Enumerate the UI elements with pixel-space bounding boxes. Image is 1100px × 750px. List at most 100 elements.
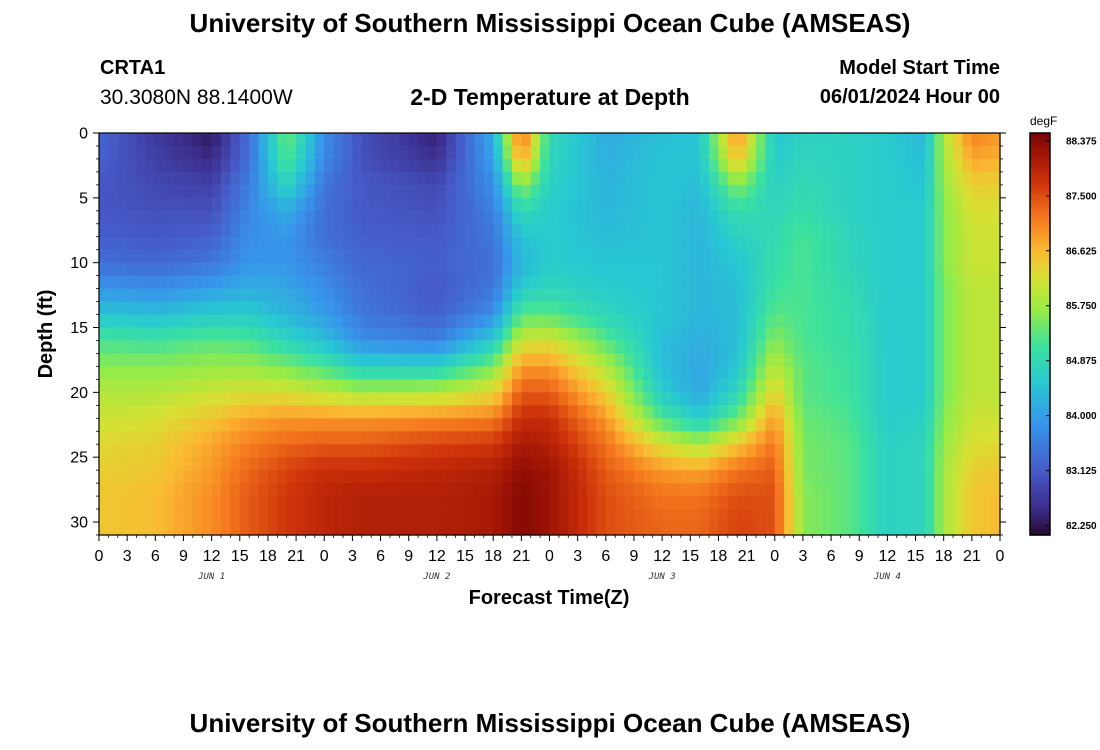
- heatmap-cell: [155, 366, 166, 380]
- heatmap-cell: [277, 392, 288, 406]
- heatmap-cell: [277, 197, 288, 212]
- heatmap-cell: [587, 340, 598, 355]
- heatmap-cell: [596, 366, 607, 380]
- heatmap-cell: [699, 379, 710, 393]
- heatmap-cell: [296, 379, 307, 393]
- heatmap-cell: [746, 496, 757, 510]
- heatmap-cell: [793, 145, 804, 160]
- heatmap-cell: [971, 249, 982, 264]
- heatmap-cell: [727, 405, 738, 419]
- heatmap-cell: [831, 366, 842, 380]
- heatmap-cell: [108, 145, 119, 160]
- heatmap-cell: [99, 262, 109, 277]
- heatmap-cell: [136, 392, 147, 406]
- heatmap-cell: [530, 522, 541, 536]
- heatmap-cell: [812, 197, 823, 212]
- heatmap-cell: [746, 197, 757, 212]
- heatmap-cell: [380, 340, 391, 355]
- heatmap-cell: [127, 509, 138, 523]
- colorbar-segment: [1030, 253, 1050, 258]
- heatmap-cell: [127, 327, 138, 342]
- heatmap-cell: [605, 366, 616, 380]
- heatmap-cell: [540, 405, 551, 419]
- heatmap-cell: [483, 288, 494, 303]
- heatmap-cell: [164, 314, 175, 329]
- heatmap-cell: [174, 145, 185, 160]
- heatmap-cell: [971, 392, 982, 406]
- heatmap-cell: [314, 171, 325, 186]
- heatmap-cell: [859, 145, 870, 160]
- heatmap-cell: [511, 145, 522, 160]
- heatmap-cell: [455, 444, 466, 458]
- heatmap-cell: [896, 470, 907, 484]
- heatmap-cell: [802, 314, 813, 329]
- heatmap-cell: [145, 509, 156, 523]
- heatmap-cell: [831, 158, 842, 173]
- heatmap-cell: [371, 353, 382, 368]
- heatmap-cell: [849, 275, 860, 290]
- heatmap-cell: [399, 314, 410, 329]
- heatmap-cell: [446, 133, 457, 147]
- heatmap-cell: [511, 275, 522, 290]
- station-id: CRTA1: [100, 57, 166, 79]
- heatmap-cell: [455, 392, 466, 406]
- heatmap-cell: [192, 496, 203, 510]
- heatmap-cell: [821, 483, 832, 497]
- heatmap-cell: [333, 444, 344, 458]
- heatmap-cell: [455, 379, 466, 393]
- heatmap-cell: [511, 431, 522, 445]
- heatmap-cell: [258, 496, 269, 510]
- heatmap-cell: [436, 483, 447, 497]
- heatmap-cell: [943, 444, 954, 458]
- heatmap-cell: [953, 197, 964, 212]
- heatmap-cell: [577, 522, 588, 536]
- heatmap-cell: [174, 236, 185, 251]
- heatmap-cell: [427, 262, 438, 277]
- heatmap-cell: [737, 184, 748, 199]
- heatmap-cell: [145, 197, 156, 212]
- heatmap-cell: [896, 301, 907, 316]
- heatmap-cell: [127, 197, 138, 212]
- heatmap-cell: [906, 314, 917, 329]
- heatmap-cell: [502, 431, 513, 445]
- heatmap-cell: [230, 314, 241, 329]
- heatmap-cell: [230, 184, 241, 199]
- heatmap-cell: [418, 327, 429, 342]
- heatmap-cell: [239, 379, 250, 393]
- heatmap-cell: [530, 327, 541, 342]
- heatmap-cell: [924, 262, 935, 277]
- heatmap-cell: [389, 197, 400, 212]
- heatmap-cell: [267, 236, 278, 251]
- heatmap-cell: [474, 353, 485, 368]
- heatmap-cell: [136, 223, 147, 238]
- heatmap-cell: [352, 327, 363, 342]
- heatmap-cell: [896, 197, 907, 212]
- heatmap-cell: [221, 366, 231, 380]
- heatmap-cell: [418, 249, 429, 264]
- heatmap-cell: [906, 340, 917, 355]
- heatmap-cell: [286, 275, 297, 290]
- heatmap-cell: [493, 197, 504, 212]
- heatmap-cell: [680, 210, 691, 225]
- heatmap-cell: [577, 457, 588, 471]
- heatmap-cell: [540, 431, 551, 445]
- heatmap-cell: [136, 288, 147, 303]
- heatmap-cell: [821, 470, 832, 484]
- heatmap-cell: [333, 301, 344, 316]
- heatmap-cell: [568, 418, 579, 432]
- heatmap-cell: [831, 496, 842, 510]
- heatmap-cell: [737, 483, 748, 497]
- heatmap-cell: [859, 327, 870, 342]
- model-start-value: 06/01/2024 Hour 00: [819, 86, 1000, 108]
- heatmap-cell: [727, 236, 738, 251]
- heatmap-cell: [868, 197, 879, 212]
- heatmap-cell: [587, 496, 598, 510]
- heatmap-cell: [202, 275, 213, 290]
- heatmap-cell: [624, 496, 635, 510]
- heatmap-cell: [624, 314, 635, 329]
- colorbar-segment: [1030, 524, 1050, 529]
- heatmap-cell: [971, 340, 982, 355]
- heatmap-cell: [267, 275, 278, 290]
- heatmap-cell: [474, 171, 485, 186]
- heatmap-cell: [352, 366, 363, 380]
